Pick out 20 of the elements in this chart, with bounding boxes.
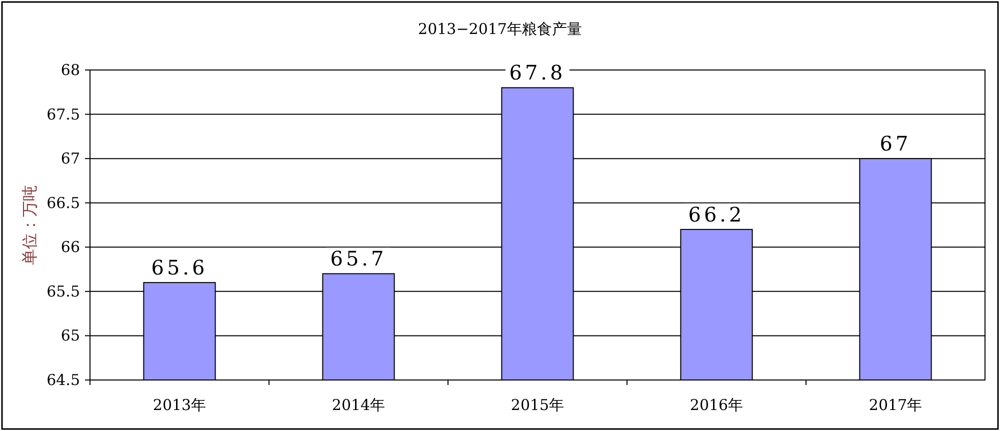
data-label: 67 (880, 132, 912, 156)
y-tick-label: 66.5 (46, 194, 80, 212)
data-label: 66.2 (688, 202, 745, 226)
x-tick-label: 2014年 (332, 396, 386, 414)
y-axis-title: 单位：万吨 (20, 185, 39, 265)
y-tick-label: 67.5 (46, 105, 80, 124)
y-tick-label: 65 (60, 326, 80, 345)
chart-title: 2013−2017年粮食产量 (418, 20, 582, 38)
x-tick-label: 2016年 (690, 396, 744, 414)
data-label: 65.7 (330, 246, 387, 271)
x-tick-label: 2017年 (868, 396, 922, 414)
y-tick-label: 68 (60, 61, 80, 79)
y-tick-label: 66 (60, 238, 80, 256)
y-tick-label: 67 (60, 150, 80, 168)
y-tick-label: 65.5 (46, 282, 80, 300)
y-tick-label: 64.5 (46, 371, 80, 389)
x-tick-label: 2015年 (510, 396, 564, 414)
data-label: 67.8 (509, 60, 566, 85)
data-label: 65.6 (151, 256, 208, 280)
x-tick-label: 2013年 (152, 396, 206, 414)
